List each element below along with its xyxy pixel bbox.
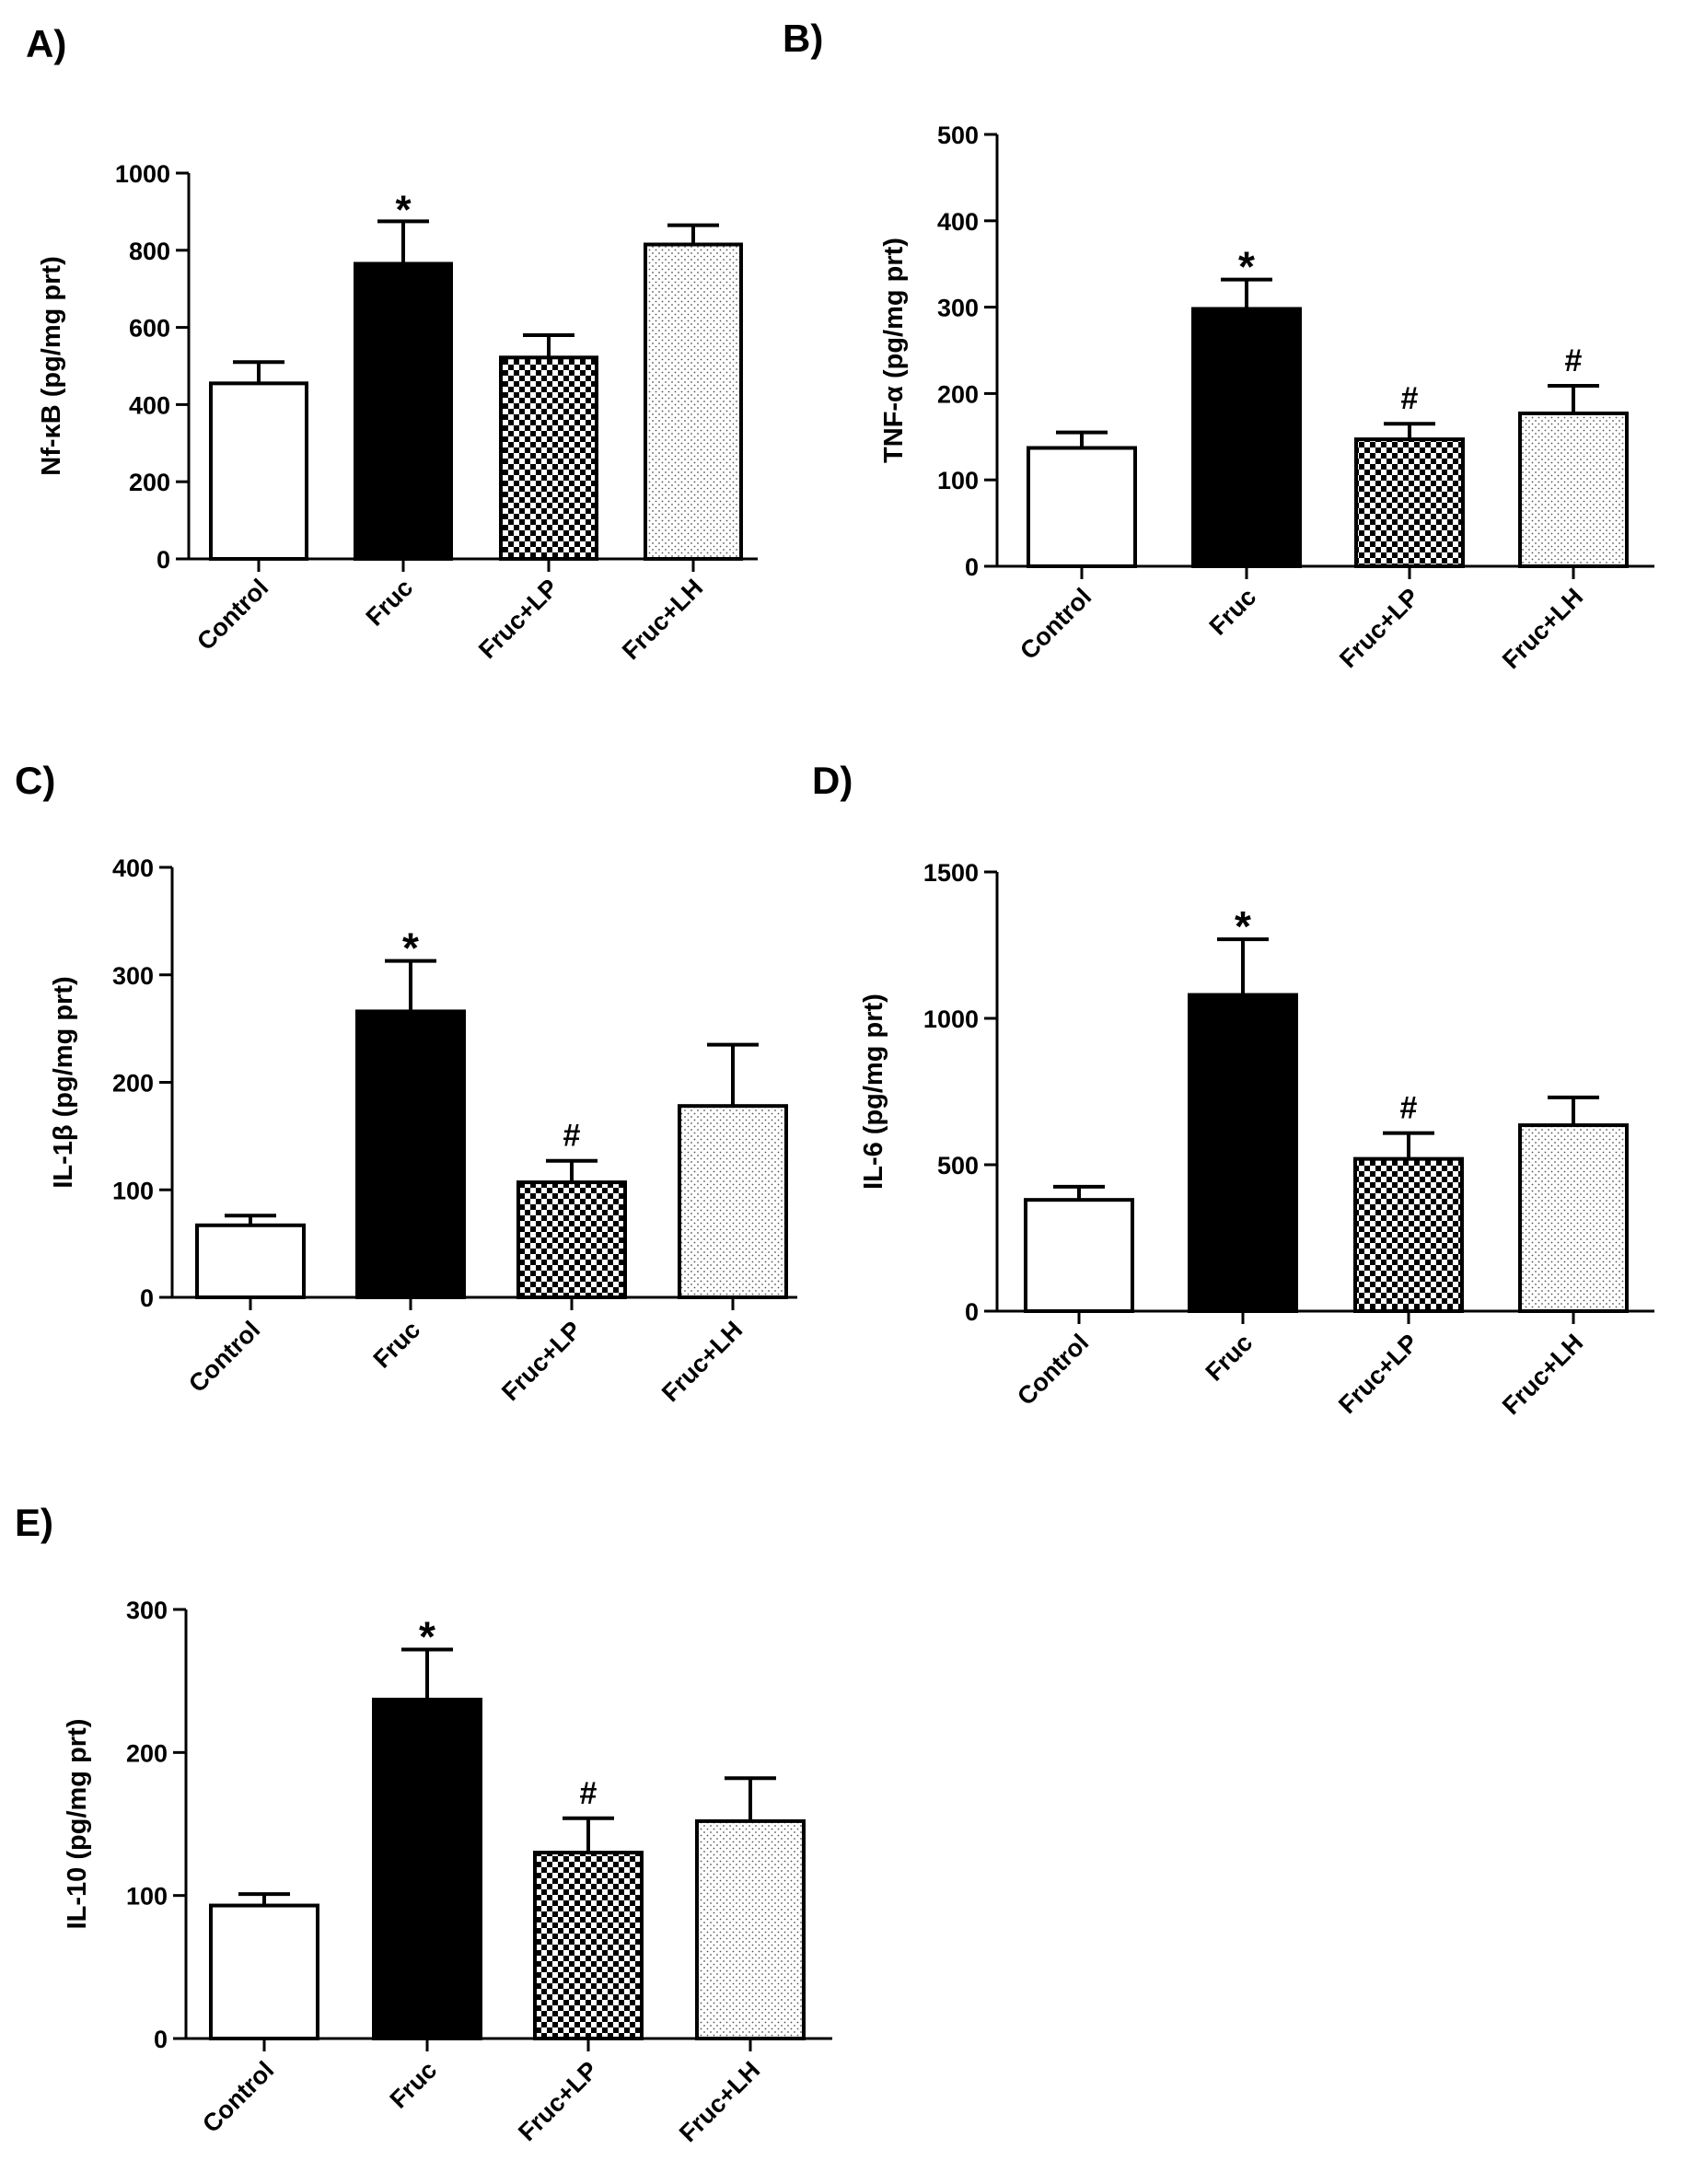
y-tick-label: 1000 [115, 160, 170, 188]
y-tick-label: 0 [154, 2026, 168, 2053]
y-tick-label: 100 [112, 1177, 154, 1204]
y-tick-label: 200 [129, 469, 170, 496]
y-tick-label: 300 [937, 295, 979, 322]
x-category-label: Fruc+LH [1497, 1329, 1588, 1420]
y-tick-label: 300 [126, 1597, 168, 1624]
bar-fruc-lp [1353, 1156, 1464, 1314]
y-tick-label: 500 [937, 1152, 979, 1179]
y-axis-title: Nf-κB (pg/mg prt) [37, 256, 66, 475]
bar-fruc [1188, 993, 1298, 1314]
y-tick-label: 400 [937, 208, 979, 236]
panel-letter: C) [15, 759, 55, 802]
x-category-label: Fruc [1204, 583, 1262, 641]
y-tick-label: 1000 [923, 1005, 979, 1033]
x-category-label: Fruc+LP [496, 1316, 586, 1406]
y-tick-label: 1500 [923, 859, 979, 887]
y-tick-label: 600 [129, 315, 170, 343]
y-tick-label: 200 [937, 380, 979, 408]
y-axis-title: IL-6 (pg/mg prt) [859, 993, 888, 1190]
significance-marker: * [402, 924, 419, 972]
y-tick-label: 0 [157, 546, 170, 574]
x-category-label: Control [1012, 1329, 1094, 1411]
bar-fruc [1191, 307, 1302, 568]
bar-fruc-lh [678, 1104, 788, 1300]
y-tick-label: 200 [112, 1070, 154, 1098]
bar-fruc [372, 1697, 482, 2040]
significance-marker: * [419, 1612, 435, 1660]
x-category-label: Fruc+LP [1333, 1329, 1423, 1419]
significance-marker: # [580, 1776, 598, 1811]
panel-c: C) 0 100 200 300 400 IL-1β (pg/mg prt) Control F… [15, 759, 797, 1407]
panel-e: E) 0 100 200 300 IL-10 (pg/mg prt) Control Fruc… [15, 1501, 832, 2147]
bar-control [1027, 446, 1137, 568]
bar-fruc [355, 1009, 466, 1299]
bar-control [209, 1903, 319, 2041]
x-category-label: Fruc+LP [473, 574, 563, 664]
x-category-label: Fruc+LP [1334, 583, 1424, 673]
significance-marker: * [1238, 243, 1255, 291]
x-category-label: Control [197, 2056, 279, 2138]
significance-marker: * [395, 187, 412, 232]
y-tick-label: 100 [937, 467, 979, 494]
bar-fruc-lp [516, 1180, 627, 1300]
y-axis-title: TNF-α (pg/mg prt) [879, 238, 909, 463]
x-category-label: Fruc [368, 1316, 426, 1374]
panel-letter: E) [15, 1501, 53, 1544]
significance-marker: # [563, 1119, 581, 1154]
bar-fruc-lp [533, 1851, 644, 2040]
x-category-label: Control [191, 574, 273, 656]
significance-marker: * [1235, 902, 1251, 950]
bar-control [209, 381, 308, 562]
x-category-label: Control [1015, 583, 1096, 665]
panel-d: D) 0 500 1000 1500 IL-6 (pg/mg prt) Control Fru… [812, 759, 1654, 1420]
bar-control [1024, 1198, 1134, 1314]
x-category-label: Fruc+LH [656, 1316, 748, 1407]
bar-fruc-lh [695, 1818, 806, 2040]
bar-fruc [354, 261, 453, 561]
bar-fruc-lp [1354, 437, 1465, 569]
bar-fruc-lh [1518, 411, 1629, 568]
x-category-label: Control [183, 1316, 265, 1398]
y-tick-label: 0 [965, 553, 979, 581]
y-tick-label: 100 [126, 1883, 168, 1911]
panel-a: A) 0 200 400 600 800 1000 Nf-κB (pg/mg prt) Cont… [26, 22, 758, 665]
y-tick-label: 500 [937, 122, 979, 149]
y-tick-label: 400 [112, 854, 154, 882]
significance-marker: # [1400, 1091, 1418, 1126]
x-category-label: Fruc [385, 2056, 443, 2114]
x-category-label: Fruc+LP [513, 2056, 603, 2146]
panel-letter: A) [26, 22, 66, 65]
x-category-label: Fruc [1201, 1329, 1259, 1387]
y-axis-title: IL-1β (pg/mg prt) [49, 976, 78, 1188]
bar-fruc-lh [644, 242, 743, 561]
panel-letter: D) [812, 759, 853, 802]
significance-marker: # [1565, 343, 1583, 378]
panel-letter: B) [783, 17, 823, 60]
bar-fruc-lp [499, 355, 598, 562]
y-tick-label: 0 [140, 1284, 154, 1312]
x-category-label: Fruc+LH [1497, 583, 1588, 674]
y-tick-label: 300 [112, 962, 154, 990]
y-tick-label: 400 [129, 391, 170, 419]
y-axis-title: IL-10 (pg/mg prt) [63, 1719, 92, 1930]
x-category-label: Fruc+LH [617, 574, 708, 665]
y-tick-label: 800 [129, 238, 170, 265]
y-tick-label: 0 [965, 1298, 979, 1326]
x-category-label: Fruc [361, 574, 419, 632]
significance-marker: # [1401, 381, 1419, 416]
bar-control [195, 1223, 306, 1299]
bar-fruc-lh [1518, 1123, 1629, 1313]
x-category-label: Fruc+LH [674, 2056, 765, 2147]
panel-b: B) 0 100 200 300 400 500 TNF-α (pg/mg prt) Contr… [783, 17, 1654, 674]
y-tick-label: 200 [126, 1739, 168, 1767]
